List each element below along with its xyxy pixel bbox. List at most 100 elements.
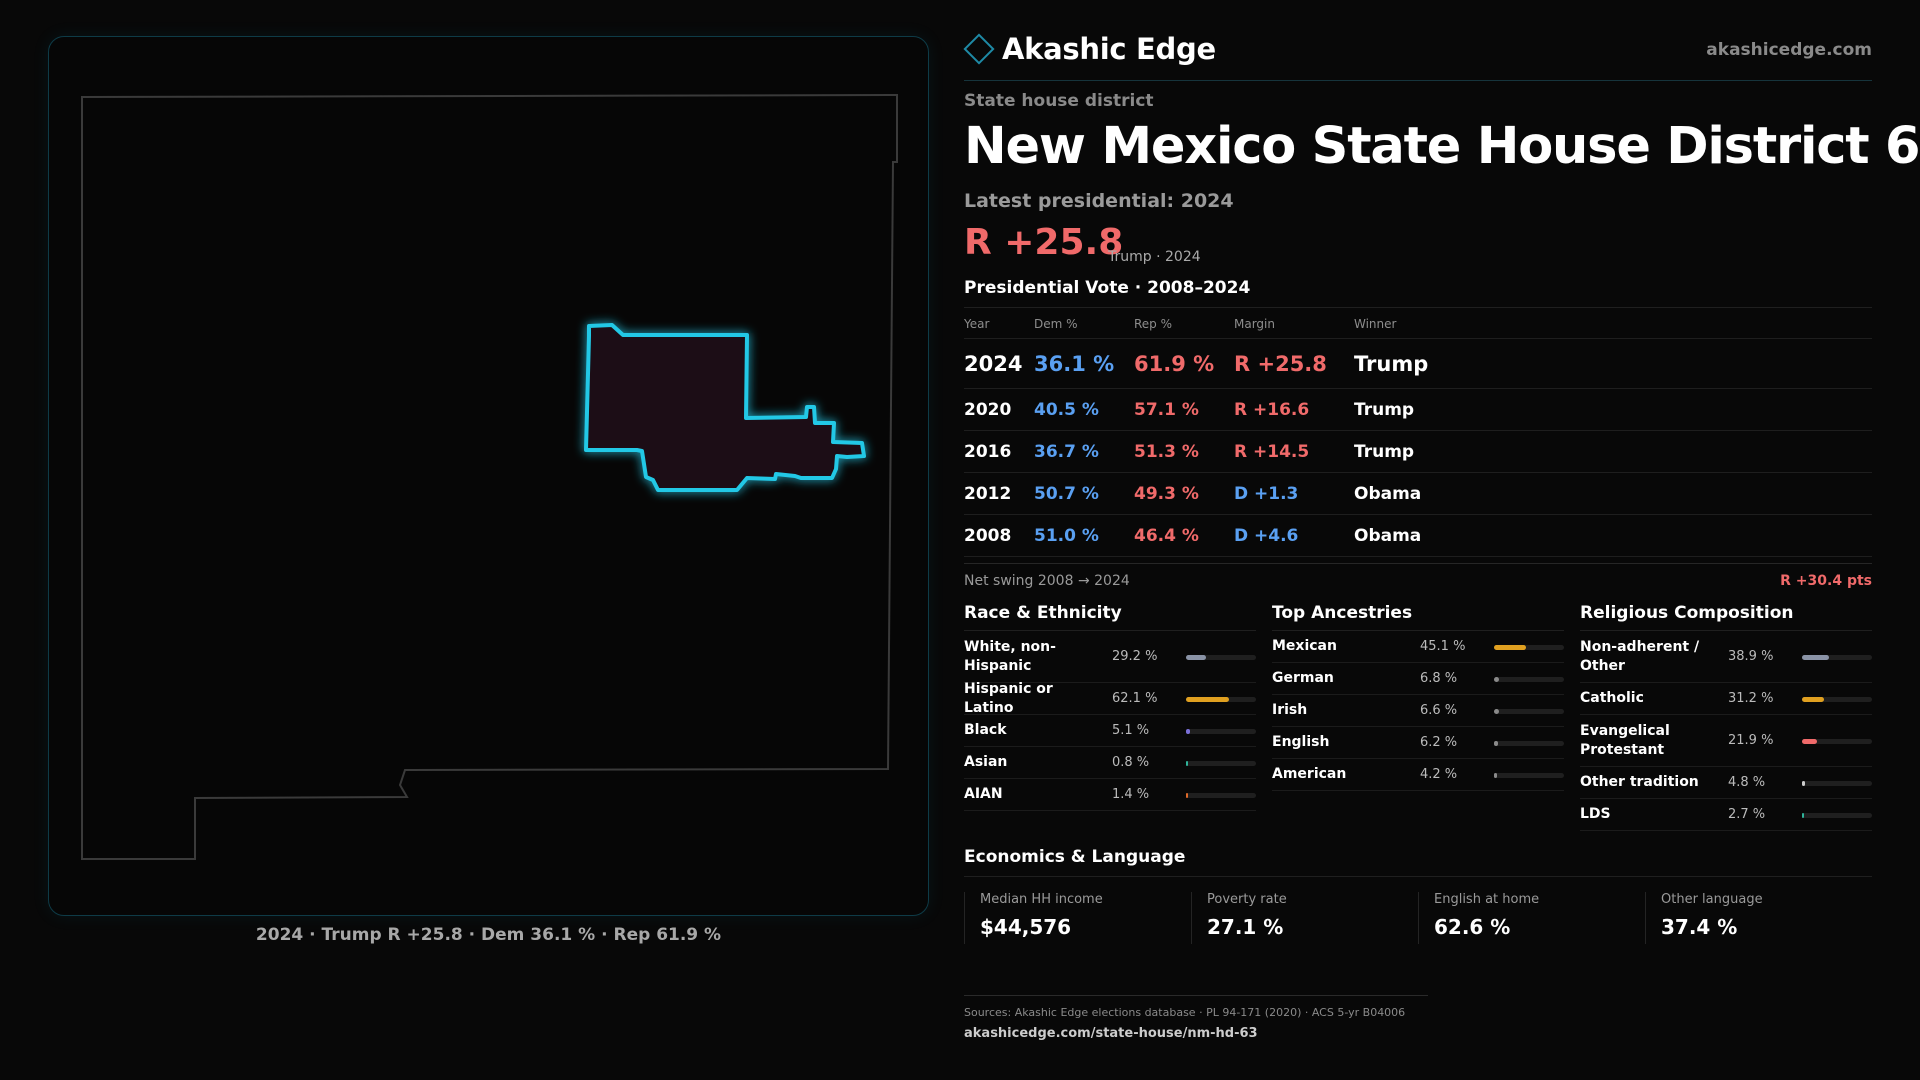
stat-bar bbox=[1186, 728, 1256, 734]
stat-value: 29.2 % bbox=[1112, 649, 1158, 664]
table-row: 2020 40.5 % 57.1 % R +16.6 Trump bbox=[964, 389, 1872, 431]
econ-label: English at home bbox=[1434, 892, 1540, 907]
cell-margin: D +1.3 bbox=[1234, 484, 1299, 504]
net-swing-value: R +30.4 pts bbox=[1780, 573, 1872, 589]
column-header-dem: Dem % bbox=[1034, 317, 1078, 331]
stat-bar bbox=[1802, 654, 1872, 660]
brand-name: Akashic Edge bbox=[1002, 32, 1216, 66]
economics-grid: Median HH income $44,576 Poverty rate 27… bbox=[964, 892, 1872, 944]
cell-dem-pct: 36.1 % bbox=[1034, 352, 1115, 376]
religion-panel: Religious Composition Non-adherent / Oth… bbox=[1580, 603, 1872, 831]
stat-bar-fill bbox=[1494, 708, 1499, 714]
stat-bar-fill bbox=[1186, 728, 1190, 734]
brand[interactable]: Akashic Edge bbox=[963, 32, 1216, 66]
econ-cell-poverty: Poverty rate 27.1 % bbox=[1191, 892, 1418, 944]
cell-year: 2024 bbox=[964, 352, 1023, 376]
column-header-margin: Margin bbox=[1234, 317, 1275, 331]
econ-value: 62.6 % bbox=[1434, 915, 1511, 939]
stat-label: Non-adherent / Other bbox=[1580, 638, 1700, 674]
cell-winner: Obama bbox=[1354, 526, 1422, 546]
list-item: American 4.2 % bbox=[1272, 759, 1564, 791]
stat-bar bbox=[1802, 696, 1872, 702]
brand-url-link[interactable]: akashicedge.com bbox=[1706, 40, 1872, 60]
cell-dem-pct: 40.5 % bbox=[1034, 400, 1099, 420]
ancestries-title: Top Ancestries bbox=[1272, 603, 1564, 631]
econ-cell-english: English at home 62.6 % bbox=[1418, 892, 1645, 944]
stat-bar-fill bbox=[1802, 696, 1824, 702]
stat-bar bbox=[1802, 738, 1872, 744]
race-ethnicity-title: Race & Ethnicity bbox=[964, 603, 1256, 631]
econ-cell-income: Median HH income $44,576 bbox=[964, 892, 1191, 944]
cell-rep-pct: 57.1 % bbox=[1134, 400, 1199, 420]
list-item: Other tradition 4.8 % bbox=[1580, 767, 1872, 799]
list-item: German 6.8 % bbox=[1272, 663, 1564, 695]
table-row: 2024 36.1 % 61.9 % R +25.8 Trump bbox=[964, 339, 1872, 389]
religion-title: Religious Composition bbox=[1580, 603, 1872, 631]
list-item: Irish 6.6 % bbox=[1272, 695, 1564, 727]
stat-bar bbox=[1186, 760, 1256, 766]
cell-winner: Trump bbox=[1354, 442, 1415, 462]
stat-bar bbox=[1494, 708, 1564, 714]
cell-dem-pct: 50.7 % bbox=[1034, 484, 1099, 504]
stat-bar-fill bbox=[1494, 772, 1497, 778]
cell-margin: D +4.6 bbox=[1234, 526, 1299, 546]
stat-label: Catholic bbox=[1580, 690, 1644, 706]
sources-note: Sources: Akashic Edge elections database… bbox=[964, 1006, 1406, 1019]
table-header-row: Year Dem % Rep % Margin Winner bbox=[964, 308, 1872, 339]
cell-rep-pct: 49.3 % bbox=[1134, 484, 1199, 504]
district-shape[interactable] bbox=[584, 323, 866, 492]
column-header-winner: Winner bbox=[1354, 317, 1397, 331]
diamond-logo-icon bbox=[963, 33, 995, 65]
stat-label: Irish bbox=[1272, 702, 1308, 718]
stat-label: Black bbox=[964, 722, 1007, 738]
presidential-vote-table: Year Dem % Rep % Margin Winner 2024 36.1… bbox=[964, 307, 1872, 557]
list-item: English 6.2 % bbox=[1272, 727, 1564, 759]
stat-label: Other tradition bbox=[1580, 774, 1699, 790]
stat-bar-fill bbox=[1186, 760, 1188, 766]
list-item: Asian 0.8 % bbox=[964, 747, 1256, 779]
stat-bar bbox=[1186, 792, 1256, 798]
table-row: 2008 51.0 % 46.4 % D +4.6 Obama bbox=[964, 515, 1872, 557]
econ-cell-other-language: Other language 37.4 % bbox=[1645, 892, 1872, 944]
stat-value: 62.1 % bbox=[1112, 691, 1158, 706]
stat-bar bbox=[1494, 644, 1564, 650]
stat-label: White, non-Hispanic bbox=[964, 638, 1056, 674]
column-header-rep: Rep % bbox=[1134, 317, 1173, 331]
stat-value: 45.1 % bbox=[1420, 639, 1466, 654]
cell-dem-pct: 51.0 % bbox=[1034, 526, 1099, 546]
column-header-year: Year bbox=[964, 317, 990, 331]
stat-bar bbox=[1802, 780, 1872, 786]
stat-bar-fill bbox=[1494, 740, 1499, 746]
cell-margin: R +14.5 bbox=[1234, 442, 1310, 462]
cell-year: 2020 bbox=[964, 400, 1012, 420]
latest-presidential-label: Latest presidential: 2024 bbox=[964, 190, 1234, 212]
cell-year: 2016 bbox=[964, 442, 1012, 462]
list-item: White, non-Hispanic 29.2 % bbox=[964, 631, 1256, 683]
list-item: AIAN 1.4 % bbox=[964, 779, 1256, 811]
list-item: Catholic 31.2 % bbox=[1580, 683, 1872, 715]
cell-year: 2012 bbox=[964, 484, 1012, 504]
stat-label: LDS bbox=[1580, 806, 1611, 822]
table-row: 2016 36.7 % 51.3 % R +14.5 Trump bbox=[964, 431, 1872, 473]
stat-bar-fill bbox=[1802, 812, 1804, 818]
header-divider bbox=[964, 80, 1872, 81]
map-caption: 2024 · Trump R +25.8 · Dem 36.1 % · Rep … bbox=[255, 925, 722, 945]
vote-table-heading: Presidential Vote · 2008–2024 bbox=[964, 278, 1251, 298]
econ-label: Other language bbox=[1661, 892, 1763, 907]
stat-value: 2.7 % bbox=[1728, 807, 1766, 822]
list-item: Evangelical Protestant 21.9 % bbox=[1580, 715, 1872, 767]
stat-bar-fill bbox=[1802, 780, 1806, 786]
list-item: LDS 2.7 % bbox=[1580, 799, 1872, 831]
econ-value: 37.4 % bbox=[1661, 915, 1738, 939]
stat-label: Asian bbox=[964, 754, 1008, 770]
list-item: Hispanic or Latino 62.1 % bbox=[964, 681, 1256, 716]
footer-url-link[interactable]: akashicedge.com/state-house/nm-hd-63 bbox=[964, 1026, 1258, 1041]
stat-bar bbox=[1802, 812, 1872, 818]
economics-title: Economics & Language bbox=[964, 847, 1872, 877]
cell-rep-pct: 46.4 % bbox=[1134, 526, 1199, 546]
stat-label: English bbox=[1272, 734, 1330, 750]
econ-value: $44,576 bbox=[980, 915, 1072, 939]
stat-value: 6.2 % bbox=[1420, 735, 1458, 750]
net-swing-label: Net swing 2008 → 2024 bbox=[964, 573, 1130, 589]
headline-margin: R +25.8 bbox=[964, 222, 1124, 263]
